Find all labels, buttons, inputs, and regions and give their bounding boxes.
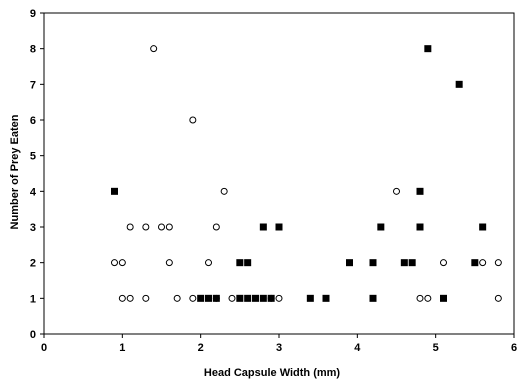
data-point-square <box>377 223 385 231</box>
data-point-circle <box>205 259 212 267</box>
data-point-circle <box>275 294 283 302</box>
data-point-square <box>440 294 447 302</box>
x-tick-label: 0 <box>41 342 47 354</box>
y-tick-label: 1 <box>30 293 36 305</box>
data-point-square <box>259 223 267 231</box>
data-point-circle <box>126 294 134 302</box>
data-point-square <box>471 259 479 267</box>
data-point-square <box>346 259 353 267</box>
data-point-circle <box>158 223 165 231</box>
data-point-square <box>236 259 244 267</box>
x-tick-label: 2 <box>198 342 204 354</box>
y-tick-label: 5 <box>30 151 36 163</box>
data-point-circle <box>494 259 502 267</box>
data-point-circle <box>228 294 236 302</box>
y-tick-label: 4 <box>30 186 37 198</box>
y-tick-label: 9 <box>30 8 36 20</box>
data-point-circle <box>479 259 487 267</box>
data-point-circle <box>111 259 118 267</box>
data-point-square <box>252 294 259 302</box>
y-axis: 0 1 2 3 4 5 6 7 8 9 <box>30 8 44 341</box>
y-tick-label: 0 <box>30 329 36 341</box>
data-point-circle <box>393 187 400 195</box>
x-tick-label: 4 <box>354 342 361 354</box>
data-point-circle <box>165 223 173 231</box>
data-point-circle <box>416 294 424 302</box>
data-point-square <box>244 259 252 267</box>
data-point-square <box>306 294 314 302</box>
y-tick-label: 2 <box>30 258 36 270</box>
data-point-square <box>212 294 220 302</box>
data-points <box>111 45 502 302</box>
data-point-square <box>275 223 283 231</box>
data-point-square <box>111 187 118 195</box>
data-point-square <box>267 294 275 302</box>
data-point-square <box>416 223 424 231</box>
data-point-square <box>197 294 205 302</box>
data-point-square <box>322 294 330 302</box>
data-point-circle <box>173 294 181 302</box>
data-point-circle <box>189 116 197 124</box>
y-tick-label: 6 <box>30 115 36 127</box>
x-tick-label: 1 <box>119 342 125 354</box>
data-point-circle <box>142 223 150 231</box>
data-point-circle <box>212 223 220 231</box>
data-point-square <box>400 259 408 267</box>
data-point-circle <box>165 259 173 267</box>
data-point-circle <box>150 45 158 53</box>
plot-frame <box>43 12 515 335</box>
data-point-square <box>408 259 416 267</box>
data-point-square <box>455 80 463 88</box>
x-axis-title: Head Capsule Width (mm) <box>204 367 341 379</box>
y-tick-label: 7 <box>30 79 36 91</box>
data-point-circle <box>142 294 150 302</box>
data-point-square <box>205 294 212 302</box>
y-tick-label: 3 <box>30 222 36 234</box>
y-axis-title: Number of Prey Eaten <box>9 114 21 229</box>
y-tick-label: 8 <box>30 44 36 56</box>
data-point-circle <box>118 294 126 302</box>
data-point-circle <box>118 259 126 267</box>
x-tick-label: 5 <box>433 342 439 354</box>
x-tick-label: 6 <box>511 342 517 354</box>
data-point-square <box>479 223 487 231</box>
x-tick-label: 3 <box>276 342 282 354</box>
data-point-circle <box>126 223 134 231</box>
data-point-circle <box>220 187 228 195</box>
data-point-square <box>416 187 424 195</box>
data-point-circle <box>494 294 502 302</box>
x-axis: 0 1 2 3 4 5 6 <box>41 334 517 354</box>
data-point-square <box>424 45 432 53</box>
data-point-circle <box>424 294 432 302</box>
plot-border <box>43 12 515 335</box>
data-point-square <box>369 259 377 267</box>
data-point-circle <box>189 294 197 302</box>
data-point-square <box>369 294 377 302</box>
data-point-square <box>244 294 252 302</box>
data-point-square <box>259 294 267 302</box>
data-point-circle <box>440 259 447 267</box>
data-point-square <box>236 294 244 302</box>
